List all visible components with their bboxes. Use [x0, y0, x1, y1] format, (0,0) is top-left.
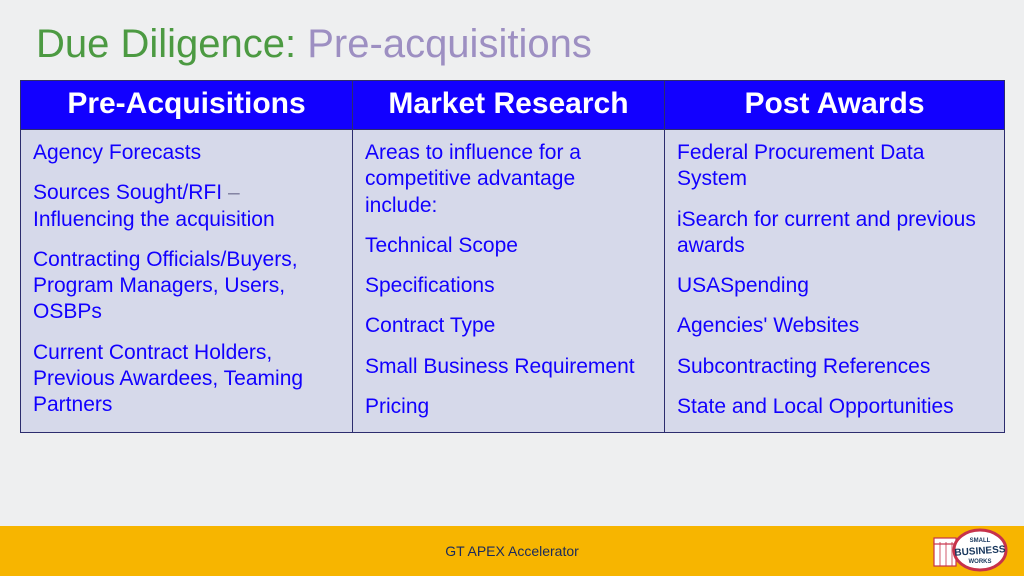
footer-text: GT APEX Accelerator	[445, 543, 579, 559]
content-table: Pre-Acquisitions Market Research Post Aw…	[20, 80, 1005, 433]
svg-text:WORKS: WORKS	[969, 559, 992, 565]
cell-market-research: Areas to influence for a competitive adv…	[353, 130, 665, 433]
list-item: Small Business Requirement	[365, 354, 652, 380]
table-header-row: Pre-Acquisitions Market Research Post Aw…	[21, 81, 1005, 130]
list-item: Contract Type	[365, 313, 652, 339]
list-item: Sources Sought/RFI – Influencing the acq…	[33, 180, 340, 233]
list-item: Contracting Officials/Buyers, Program Ma…	[33, 247, 340, 326]
list-item: Current Contract Holders, Previous Award…	[33, 340, 340, 419]
list-item: Agency Forecasts	[33, 140, 340, 166]
list-item: Pricing	[365, 394, 652, 420]
list-item: Agencies' Websites	[677, 313, 992, 339]
dash-separator: –	[228, 181, 240, 204]
table-row: Agency Forecasts Sources Sought/RFI – In…	[21, 130, 1005, 433]
col-header-post-awards: Post Awards	[665, 81, 1005, 130]
title-part-2: Pre-acquisitions	[307, 22, 592, 66]
list-item: Federal Procurement Data System	[677, 140, 992, 193]
svg-text:SMALL: SMALL	[970, 538, 991, 544]
list-item: USASpending	[677, 273, 992, 299]
cell-pre-acquisitions: Agency Forecasts Sources Sought/RFI – In…	[21, 130, 353, 433]
slide: Due Diligence: Pre-acquisitions Pre-Acqu…	[0, 0, 1024, 576]
col-header-pre-acquisitions: Pre-Acquisitions	[21, 81, 353, 130]
page-title: Due Diligence: Pre-acquisitions	[36, 22, 592, 67]
list-item: State and Local Opportunities	[677, 394, 992, 420]
footer-bar: GT APEX Accelerator SMALL BUSINESS WORKS	[0, 526, 1024, 576]
col-header-market-research: Market Research	[353, 81, 665, 130]
list-item: Specifications	[365, 273, 652, 299]
cell-post-awards: Federal Procurement Data System iSearch …	[665, 130, 1005, 433]
list-item: Subcontracting References	[677, 354, 992, 380]
list-item: Technical Scope	[365, 233, 652, 259]
list-item: Areas to influence for a competitive adv…	[365, 140, 652, 219]
list-item: iSearch for current and previous awards	[677, 207, 992, 260]
small-business-works-logo-icon: SMALL BUSINESS WORKS	[932, 528, 1010, 572]
title-part-1: Due Diligence:	[36, 22, 307, 66]
